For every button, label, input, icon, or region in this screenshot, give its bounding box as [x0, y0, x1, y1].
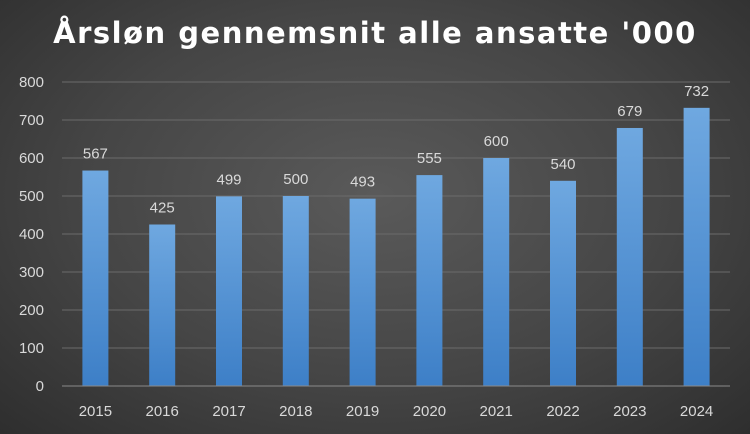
y-tick-label: 300 [19, 264, 44, 281]
bars [82, 107, 710, 386]
x-tick-label: 2023 [613, 403, 646, 420]
data-label: 425 [150, 200, 175, 217]
x-tick-label: 2021 [480, 403, 513, 420]
bar-2023 [616, 127, 643, 386]
data-label: 679 [617, 103, 642, 120]
data-label: 500 [283, 171, 308, 188]
bar-2017 [216, 196, 242, 386]
x-tick-label: 2022 [546, 403, 579, 420]
y-tick-label: 600 [19, 150, 44, 167]
bar-2024 [683, 107, 710, 386]
x-tick-label: 2024 [680, 403, 713, 420]
x-tick-label: 2015 [79, 403, 112, 420]
y-tick-label: 100 [19, 340, 44, 357]
axes: 0 100 200 300 400 500 600 700 800 2015 2016 2017 201… [19, 74, 730, 420]
x-tick-label: 2018 [279, 403, 312, 420]
y-tick-label: 200 [19, 302, 44, 319]
y-tick-label: 500 [19, 188, 44, 205]
x-tick-label: 2019 [346, 403, 379, 420]
data-label: 540 [550, 156, 575, 173]
bar-2018 [282, 196, 309, 386]
data-label: 600 [484, 133, 509, 150]
data-label: 567 [83, 146, 108, 163]
bar-2020 [416, 175, 443, 386]
data-label: 555 [417, 150, 442, 167]
x-tick-label: 2020 [413, 403, 446, 420]
data-labels: 567 425 499 500 493 555 600 540 679 732 [83, 83, 709, 217]
y-tick-label: 700 [19, 112, 44, 129]
bar-2022 [550, 180, 576, 386]
bar-2019 [349, 198, 376, 386]
bar-2015 [82, 170, 109, 386]
data-label: 732 [684, 83, 709, 100]
data-label: 493 [350, 174, 375, 191]
data-label: 499 [216, 171, 241, 188]
y-tick-label: 800 [19, 74, 44, 91]
bar-2016 [149, 224, 176, 386]
x-tick-label: 2017 [212, 403, 245, 420]
y-tick-label: 0 [36, 378, 44, 395]
chart-title: Årsløn gennemsnit alle ansatte '000 [53, 16, 697, 50]
x-tick-label: 2016 [146, 403, 179, 420]
bar-2021 [483, 158, 510, 386]
y-tick-label: 400 [19, 226, 44, 243]
